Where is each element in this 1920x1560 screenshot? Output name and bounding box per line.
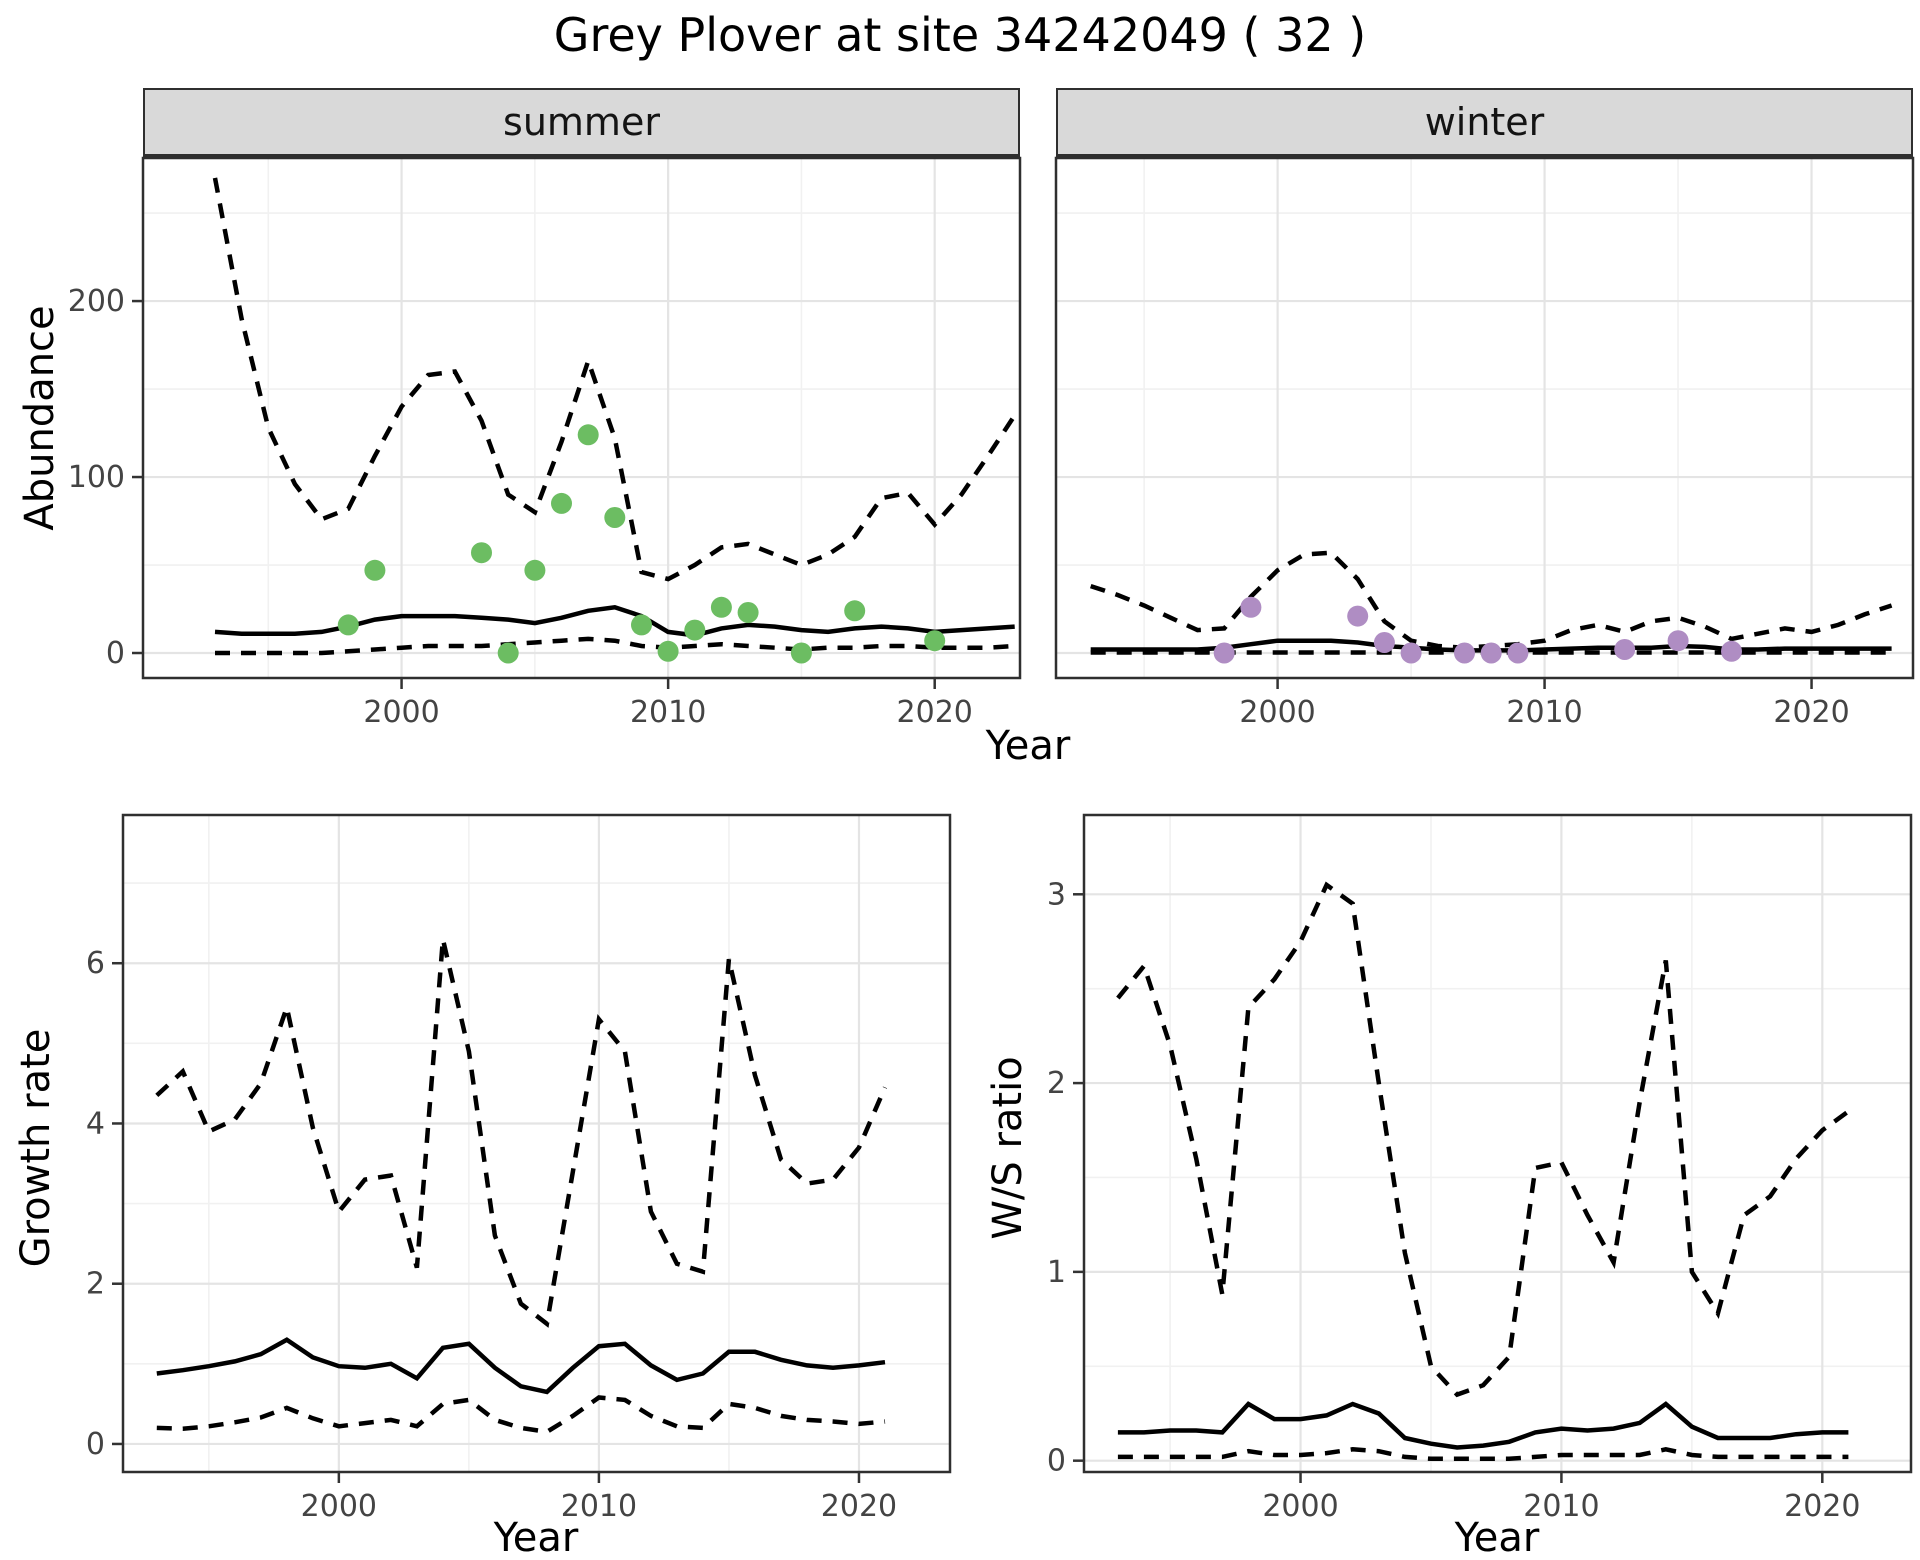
svg-text:0: 0 bbox=[106, 636, 125, 671]
svg-text:2010: 2010 bbox=[1506, 695, 1582, 730]
svg-text:100: 100 bbox=[68, 460, 125, 495]
svg-text:2000: 2000 bbox=[1239, 695, 1315, 730]
x-axis-title-year-ws: Year bbox=[1454, 1515, 1540, 1560]
panel-abundance-summer: 2000 2010 2020 0 100 200 bbox=[68, 156, 1022, 730]
svg-text:2000: 2000 bbox=[363, 695, 439, 730]
svg-text:2000: 2000 bbox=[1262, 1489, 1338, 1524]
svg-text:2: 2 bbox=[1047, 1066, 1066, 1101]
svg-text:3: 3 bbox=[1047, 877, 1066, 912]
svg-text:200: 200 bbox=[68, 284, 125, 319]
svg-text:2020: 2020 bbox=[897, 695, 973, 730]
y-axis-title-ws-ratio: W/S ratio bbox=[985, 1056, 1031, 1240]
panel-growth-rate: 2000 2010 2020 0 2 4 6 bbox=[86, 813, 952, 1524]
facet-strip-winter: winter bbox=[1056, 88, 1913, 158]
svg-text:2020: 2020 bbox=[1773, 695, 1849, 730]
y-axis-title-growth-rate: Growth rate bbox=[13, 1028, 59, 1268]
panel-ws-ratio: 2000 2010 2020 0 1 2 3 bbox=[1047, 813, 1913, 1524]
svg-text:2020: 2020 bbox=[821, 1489, 897, 1524]
svg-text:0: 0 bbox=[86, 1427, 105, 1462]
x-axis-title-year-top: Year bbox=[985, 723, 1071, 769]
svg-text:2010: 2010 bbox=[561, 1489, 637, 1524]
svg-text:2020: 2020 bbox=[1784, 1489, 1860, 1524]
svg-text:1: 1 bbox=[1047, 1255, 1066, 1290]
svg-text:2010: 2010 bbox=[630, 695, 706, 730]
panel-abundance-winter: 2000 2010 2020 bbox=[1054, 156, 1915, 730]
y-axis-title-abundance: Abundance bbox=[17, 305, 63, 531]
svg-text:4: 4 bbox=[86, 1106, 105, 1141]
svg-text:6: 6 bbox=[86, 946, 105, 981]
svg-text:2010: 2010 bbox=[1523, 1489, 1599, 1524]
chart-title: Grey Plover at site 34242049 ( 32 ) bbox=[553, 8, 1367, 62]
facet-strip-summer-label: summer bbox=[503, 100, 660, 144]
facet-strip-winter-label: winter bbox=[1424, 100, 1545, 144]
svg-text:0: 0 bbox=[1047, 1444, 1066, 1479]
x-axis-title-year-growth: Year bbox=[493, 1515, 579, 1560]
svg-text:2: 2 bbox=[86, 1267, 105, 1302]
facet-strip-summer: summer bbox=[143, 88, 1020, 158]
svg-text:2000: 2000 bbox=[301, 1489, 377, 1524]
